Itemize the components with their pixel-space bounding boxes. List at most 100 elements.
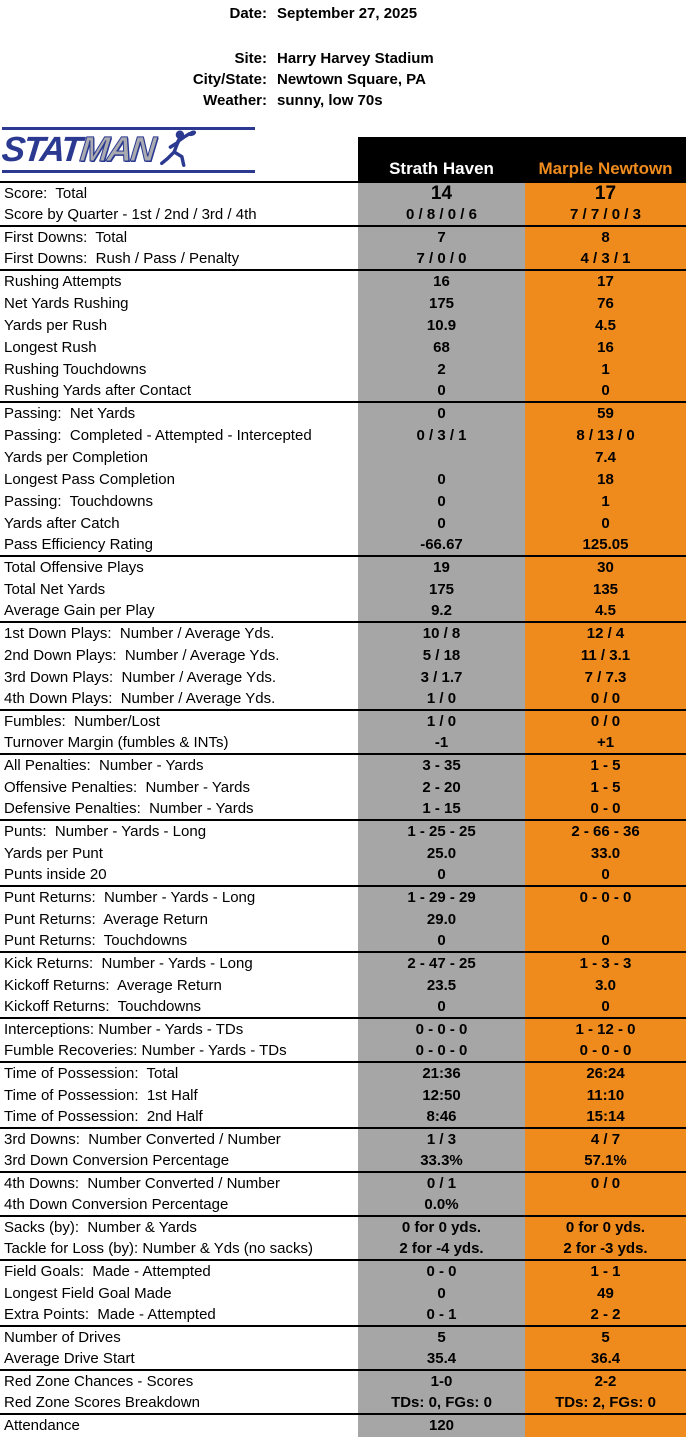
stat-row: 3rd Downs: Number Converted / Number 1 / … <box>0 1129 686 1151</box>
stat-row: Passing: Net Yards 0 59 <box>0 403 686 425</box>
stat-value-away: 33.0 <box>525 843 686 865</box>
stat-value-home: 19 <box>358 557 525 579</box>
stat-label: 4th Down Plays: Number / Average Yds. <box>0 689 358 709</box>
stat-value-away: 2-2 <box>525 1371 686 1393</box>
stat-label: Net Yards Rushing <box>0 293 358 315</box>
stat-label: Time of Possession: Total <box>0 1063 358 1085</box>
stat-value-away: TDs: 2, FGs: 0 <box>525 1393 686 1413</box>
stat-value-home: 1-0 <box>358 1371 525 1393</box>
stat-value-away: 0 <box>525 381 686 401</box>
stat-value-away <box>525 1195 686 1215</box>
stat-value-home: -1 <box>358 733 525 753</box>
stat-label: 1st Down Plays: Number / Average Yds. <box>0 623 358 645</box>
stat-value-away: 17 <box>525 183 686 205</box>
stat-label: Time of Possession: 2nd Half <box>0 1107 358 1127</box>
stat-value-away: 3.0 <box>525 975 686 997</box>
stat-row: Interceptions: Number - Yards - TDs 0 - 0… <box>0 1019 686 1041</box>
stat-value-home: 23.5 <box>358 975 525 997</box>
stat-label: Punt Returns: Average Return <box>0 909 358 931</box>
stat-label: Turnover Margin (fumbles & INTs) <box>0 733 358 753</box>
stat-value-home: 7 / 0 / 0 <box>358 249 525 269</box>
stat-row: Yards per Completion 7.4 <box>0 447 686 469</box>
stat-value-away: 7.4 <box>525 447 686 469</box>
stat-label: Pass Efficiency Rating <box>0 535 358 555</box>
stat-value-away: 0 <box>525 997 686 1017</box>
stat-label: All Penalties: Number - Yards <box>0 755 358 777</box>
stat-label: Average Gain per Play <box>0 601 358 621</box>
stat-row: Yards per Punt 25.0 33.0 <box>0 843 686 865</box>
stat-value-home: 1 - 25 - 25 <box>358 821 525 843</box>
stats-table: Score: Total 14 17 Score by Quarter - 1st /… <box>0 181 686 1437</box>
stat-value-away: 1 - 1 <box>525 1261 686 1283</box>
stat-row: Punt Returns: Number - Yards - Long 1 - 2… <box>0 887 686 909</box>
stat-label: Rushing Yards after Contact <box>0 381 358 401</box>
stat-value-home: 8:46 <box>358 1107 525 1127</box>
stat-row: All Penalties: Number - Yards 3 - 35 1 - 5 <box>0 755 686 777</box>
stat-row: Turnover Margin (fumbles & INTs) -1 +1 <box>0 733 686 755</box>
stat-value-home: 0 for 0 yds. <box>358 1217 525 1239</box>
logo-stat-text: STAT <box>0 130 83 169</box>
stat-value-away: 1 <box>525 359 686 381</box>
stat-value-home: 1 / 0 <box>358 689 525 709</box>
stat-label: Kickoff Returns: Average Return <box>0 975 358 997</box>
stat-value-home: 7 <box>358 227 525 249</box>
stat-row: Total Offensive Plays 19 30 <box>0 557 686 579</box>
stat-row: Rushing Touchdowns 2 1 <box>0 359 686 381</box>
stat-row: Average Drive Start 35.4 36.4 <box>0 1349 686 1371</box>
stat-row: 4th Down Plays: Number / Average Yds. 1 /… <box>0 689 686 711</box>
stat-value-away: 59 <box>525 403 686 425</box>
stat-value-away: 2 - 2 <box>525 1305 686 1325</box>
stat-label: Interceptions: Number - Yards - TDs <box>0 1019 358 1041</box>
stat-label: 4th Down Conversion Percentage <box>0 1195 358 1215</box>
stat-value-away: 4.5 <box>525 315 686 337</box>
stat-value-away: 49 <box>525 1283 686 1305</box>
stat-label: Score: Total <box>0 183 358 205</box>
stat-value-home: 21:36 <box>358 1063 525 1085</box>
stat-value-home: 1 - 15 <box>358 799 525 819</box>
city-state-label: City/State: <box>192 71 267 88</box>
stat-value-away: 135 <box>525 579 686 601</box>
stat-label: Attendance <box>0 1415 358 1437</box>
stat-value-home: 2 - 47 - 25 <box>358 953 525 975</box>
stat-value-home: 0 / 8 / 0 / 6 <box>358 205 525 225</box>
stat-label: Kick Returns: Number - Yards - Long <box>0 953 358 975</box>
stat-value-home: 10 / 8 <box>358 623 525 645</box>
stat-value-away: +1 <box>525 733 686 753</box>
stat-label: Rushing Touchdowns <box>0 359 358 381</box>
stat-value-away: 8 <box>525 227 686 249</box>
stat-value-away: 125.05 <box>525 535 686 555</box>
stat-row: Longest Pass Completion 0 18 <box>0 469 686 491</box>
stat-value-home: 0.0% <box>358 1195 525 1215</box>
stat-row: Time of Possession: 1st Half 12:50 11:10 <box>0 1085 686 1107</box>
stat-row: Passing: Completed - Attempted - Interce… <box>0 425 686 447</box>
stat-value-home: 0 <box>358 931 525 951</box>
stat-label: Longest Field Goal Made <box>0 1283 358 1305</box>
stat-value-home: 0 <box>358 865 525 885</box>
stat-row: Defensive Penalties: Number - Yards 1 - 1… <box>0 799 686 821</box>
stat-label: Score by Quarter - 1st / 2nd / 3rd / 4th <box>0 205 358 225</box>
stat-value-away: 7 / 7.3 <box>525 667 686 689</box>
stat-row: Yards after Catch 0 0 <box>0 513 686 535</box>
meta-spacer <box>0 24 686 48</box>
stat-value-away: 15:14 <box>525 1107 686 1127</box>
stat-value-away <box>525 909 686 931</box>
stat-label: Defensive Penalties: Number - Yards <box>0 799 358 819</box>
team-name-away: Marple Newtown <box>538 159 673 178</box>
stat-value-home: 0 <box>358 491 525 513</box>
stat-value-away: 18 <box>525 469 686 491</box>
stat-value-away: 4.5 <box>525 601 686 621</box>
stat-value-away: 0 / 0 <box>525 1173 686 1195</box>
stat-row: Time of Possession: 2nd Half 8:46 15:14 <box>0 1107 686 1129</box>
stat-value-home: 1 - 29 - 29 <box>358 887 525 909</box>
meta-weather-row: Weather: sunny, low 70s <box>0 90 686 111</box>
stat-value-home: -66.67 <box>358 535 525 555</box>
stat-row: Longest Field Goal Made 0 49 <box>0 1283 686 1305</box>
stat-row: Punts inside 20 0 0 <box>0 865 686 887</box>
stat-value-home: 2 <box>358 359 525 381</box>
stat-row: Score: Total 14 17 <box>0 183 686 205</box>
stat-label: 3rd Down Plays: Number / Average Yds. <box>0 667 358 689</box>
stat-value-home: 0 / 1 <box>358 1173 525 1195</box>
